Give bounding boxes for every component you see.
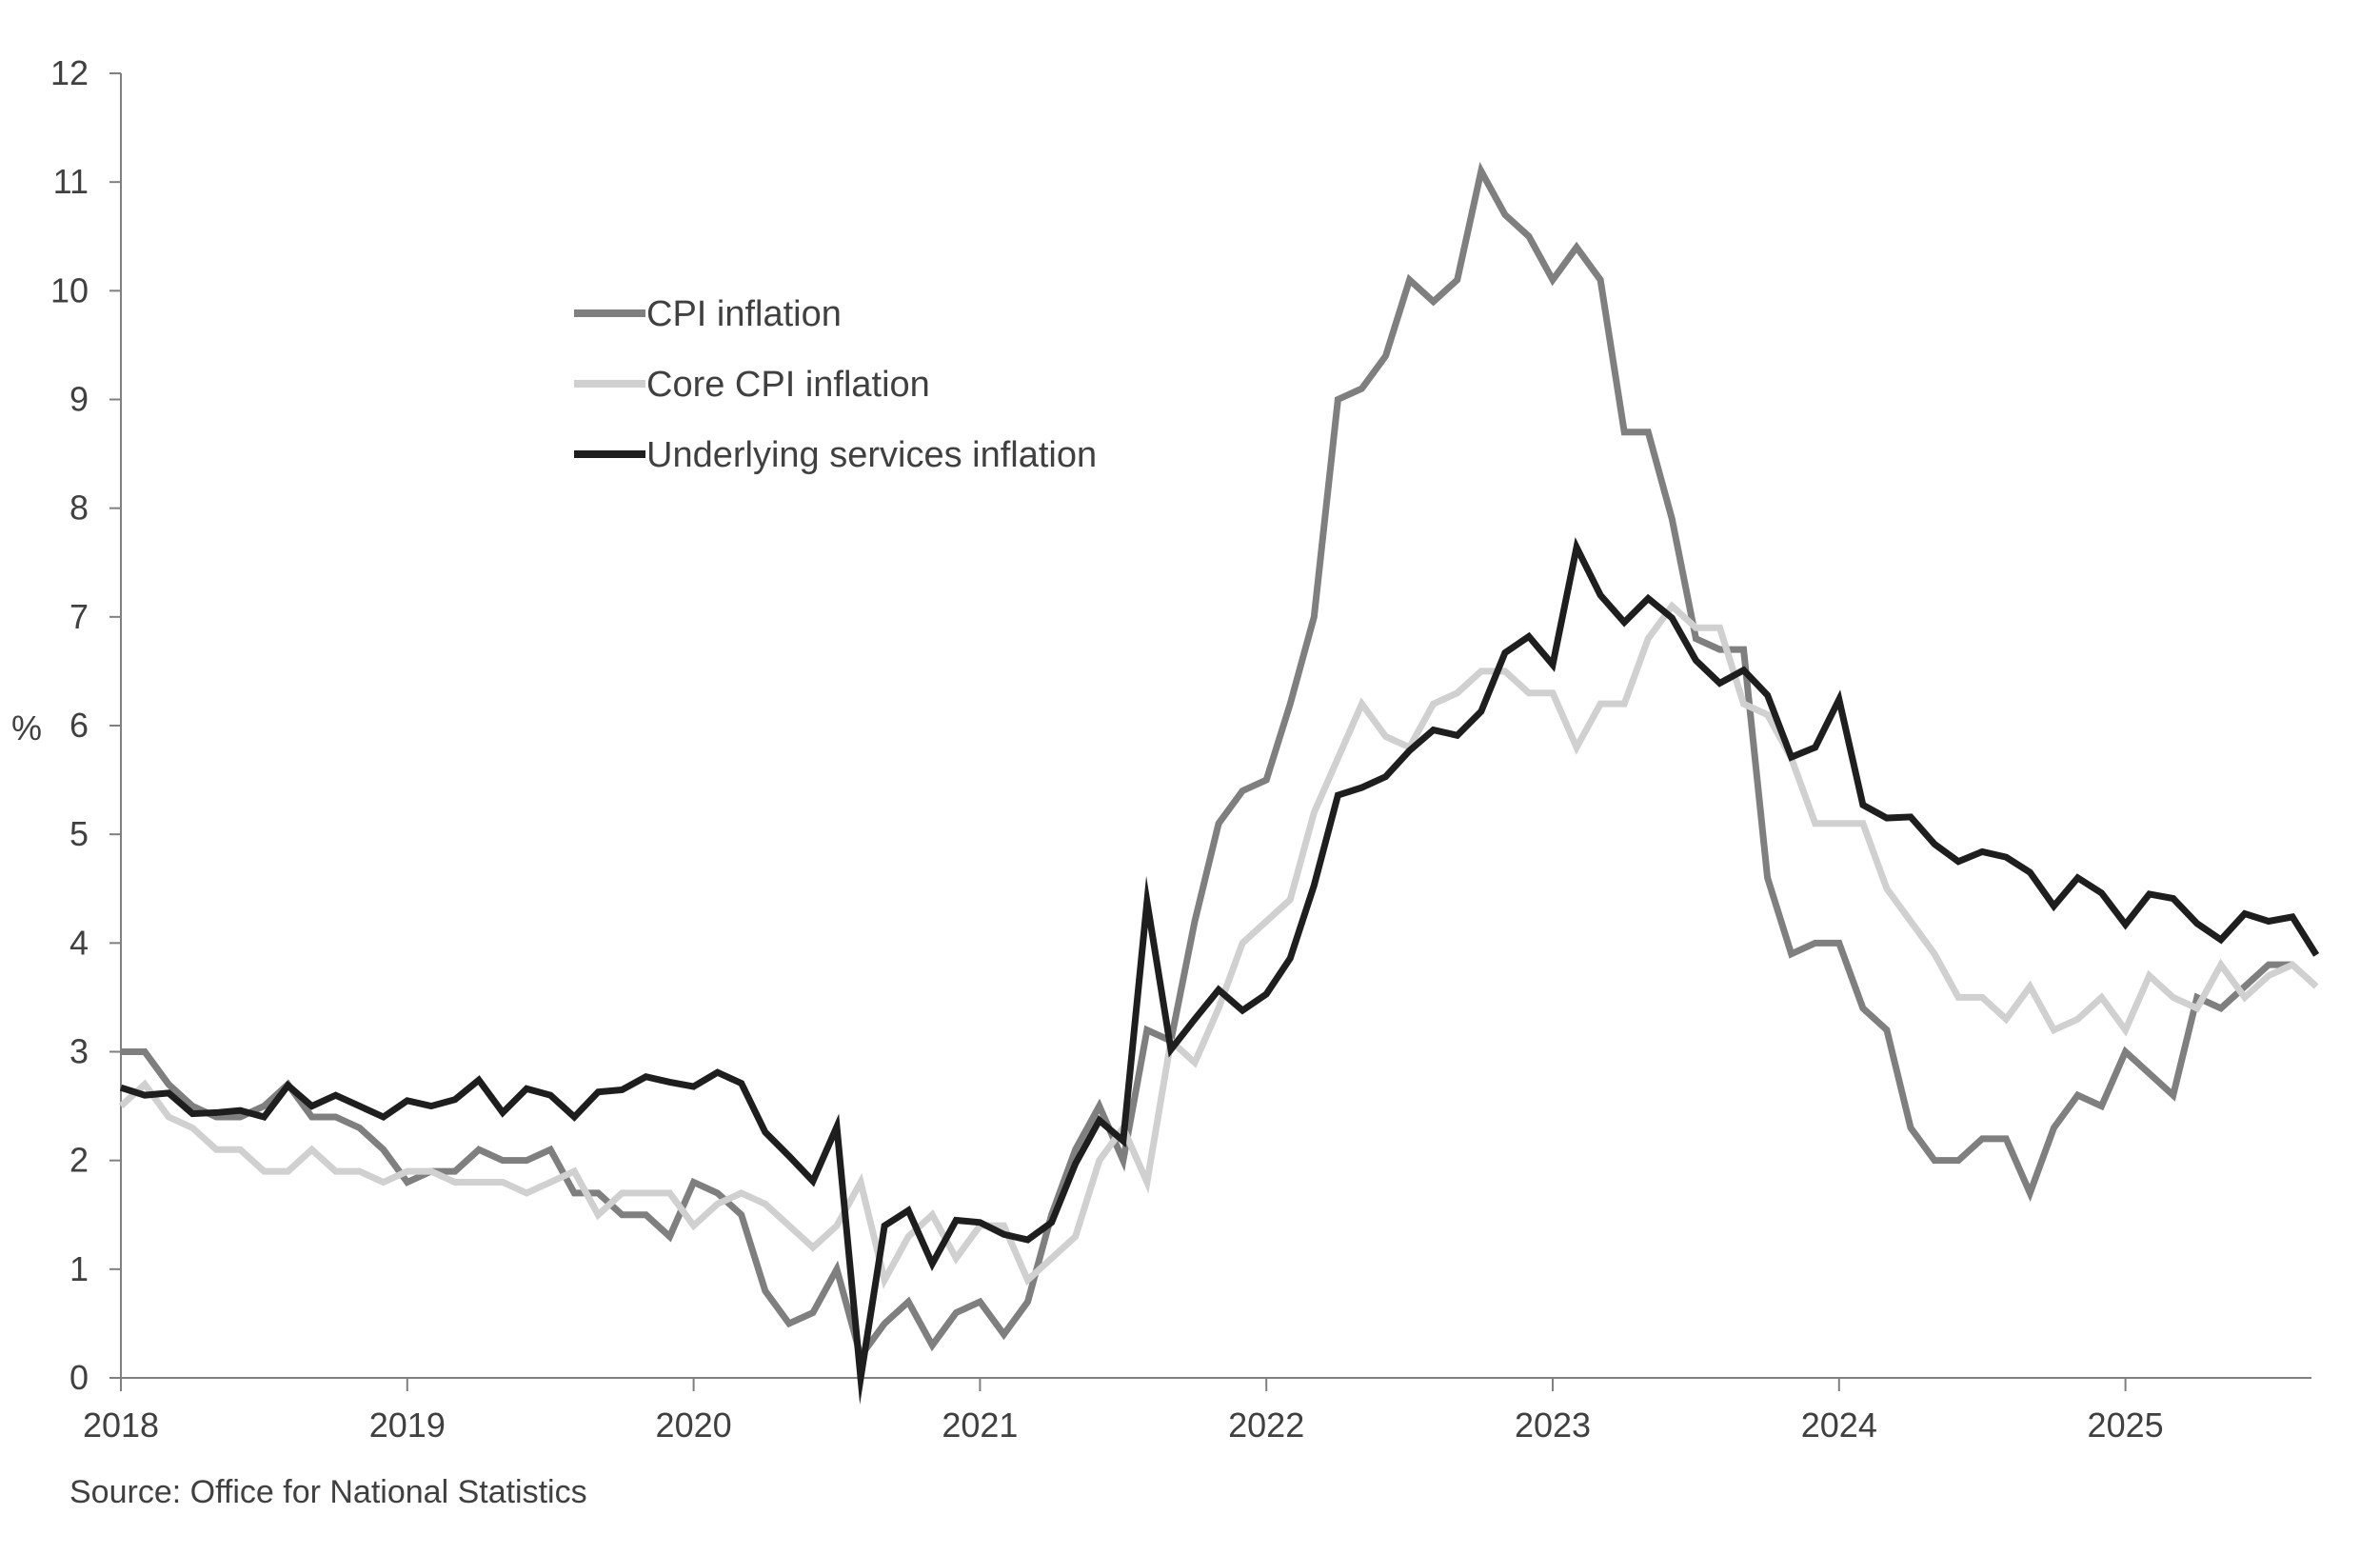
- y-tick-label: 2: [69, 1141, 89, 1180]
- x-tick-label: 2020: [656, 1405, 732, 1445]
- x-tick-label: 2021: [942, 1405, 1018, 1445]
- y-tick-label: 8: [69, 488, 89, 528]
- y-tick-label: 11: [53, 162, 89, 201]
- legend-label-underlying-services-inflation: Underlying services inflation: [646, 435, 1097, 475]
- series-line-cpi-inflation: [121, 161, 2293, 1365]
- x-tick-label: 2023: [1515, 1405, 1591, 1445]
- y-tick-label: 1: [69, 1249, 89, 1288]
- y-tick-label: 10: [50, 270, 89, 309]
- series-line-core-cpi-inflation: [118, 601, 2319, 1289]
- y-tick-label: 0: [69, 1358, 89, 1397]
- legend-label-cpi-inflation: CPI inflation: [646, 294, 842, 334]
- series-line-underlying-services-inflation: [119, 537, 2320, 1405]
- y-tick-label: 9: [69, 380, 89, 419]
- legend-label-core-cpi-inflation: Core CPI inflation: [646, 365, 930, 405]
- x-tick-label: 2019: [369, 1405, 446, 1445]
- x-tick-label: 2018: [83, 1405, 159, 1445]
- y-tick-label: 7: [69, 597, 89, 636]
- x-tick-label: 2022: [1228, 1405, 1304, 1445]
- x-tick-label: 2025: [2088, 1405, 2164, 1445]
- x-tick-label: 2024: [1801, 1405, 1877, 1445]
- legend: CPI inflation Core CPI inflation Underlyin…: [574, 294, 1097, 475]
- y-tick-label: 5: [69, 814, 89, 853]
- y-axis-title: %: [11, 708, 42, 748]
- y-tick-label: 3: [69, 1032, 89, 1071]
- y-tick-label: 6: [69, 706, 89, 745]
- y-tick-label: 4: [69, 923, 89, 962]
- y-tick-label: 12: [50, 53, 89, 92]
- source-note: Source: Office for National Statistics: [69, 1474, 587, 1510]
- series-layer: [118, 161, 2320, 1405]
